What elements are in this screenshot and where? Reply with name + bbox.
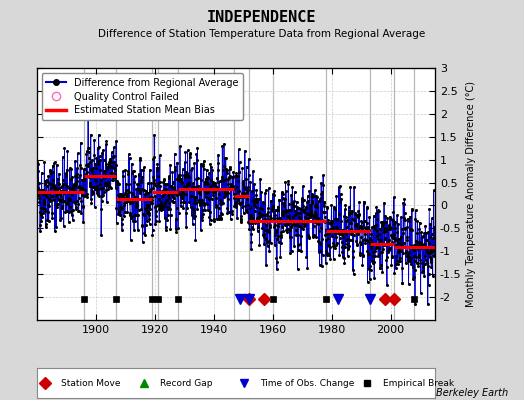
Text: Station Move: Station Move — [61, 378, 120, 388]
Text: INDEPENDENCE: INDEPENDENCE — [208, 10, 316, 26]
Text: Time of Obs. Change: Time of Obs. Change — [260, 378, 354, 388]
Text: Empirical Break: Empirical Break — [383, 378, 454, 388]
Text: Record Gap: Record Gap — [160, 378, 213, 388]
Y-axis label: Monthly Temperature Anomaly Difference (°C): Monthly Temperature Anomaly Difference (… — [465, 81, 476, 307]
Text: Berkeley Earth: Berkeley Earth — [436, 388, 508, 398]
Text: Difference of Station Temperature Data from Regional Average: Difference of Station Temperature Data f… — [99, 29, 425, 39]
Legend: Difference from Regional Average, Quality Control Failed, Estimated Station Mean: Difference from Regional Average, Qualit… — [41, 73, 243, 120]
